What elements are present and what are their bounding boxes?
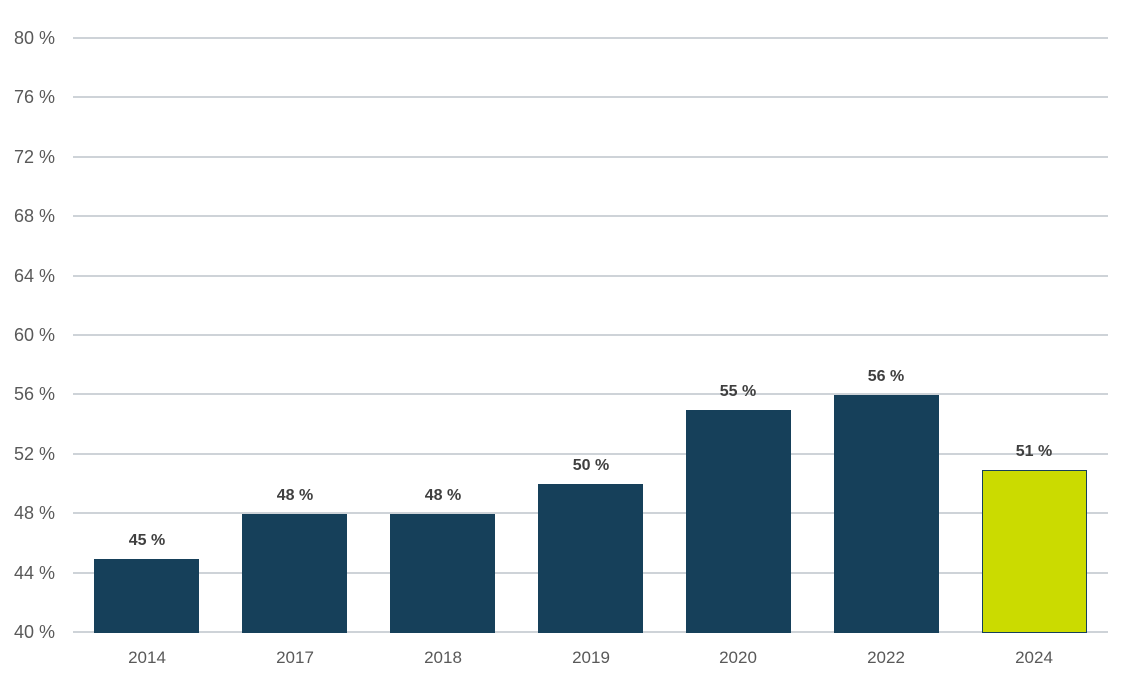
- y-axis-tick-label: 76 %: [14, 87, 56, 108]
- gridline: [73, 452, 1108, 455]
- bar-2019: [538, 484, 643, 633]
- gridline: [73, 215, 1108, 218]
- x-axis-label: 2020: [719, 648, 757, 667]
- y-axis-tick-label: 72 %: [14, 146, 56, 167]
- gridline: [73, 393, 1108, 396]
- bar-2020: [686, 410, 791, 633]
- y-axis-tick-label: 64 %: [14, 265, 56, 286]
- gridline: [73, 334, 1108, 336]
- bar-value-label: 51 %: [1015, 443, 1053, 460]
- bar-2014: [94, 559, 199, 633]
- x-axis-label: 2019: [572, 648, 610, 667]
- y-axis-tick-label: 60 %: [14, 325, 56, 345]
- bar-value-label: 55 %: [719, 383, 757, 400]
- y-axis-tick-label: 48 %: [14, 503, 56, 524]
- y-axis-tick-label: 80 %: [14, 28, 56, 48]
- bar-2024: [982, 470, 1087, 633]
- bar-2018: [390, 514, 495, 633]
- y-axis-tick-label: 68 %: [14, 206, 56, 227]
- bar-2022: [834, 395, 939, 633]
- x-axis-label: 2018: [424, 648, 462, 667]
- bar-value-label: 48 %: [276, 487, 314, 504]
- x-axis-label: 2022: [867, 648, 905, 667]
- bar-2017: [242, 514, 347, 633]
- y-axis-tick-label: 44 %: [14, 562, 56, 583]
- gridline: [73, 274, 1108, 277]
- y-axis-tick-label: 52 %: [14, 443, 56, 464]
- x-axis-label: 2024: [1015, 648, 1053, 667]
- gridline: [73, 37, 1108, 39]
- bar-value-label: 45 %: [128, 532, 166, 549]
- bar-value-label: 50 %: [572, 457, 610, 474]
- bar-value-label: 48 %: [424, 487, 462, 504]
- x-axis-label: 2017: [276, 648, 314, 667]
- gridline: [73, 96, 1108, 99]
- bar-value-label: 56 %: [867, 368, 905, 385]
- y-axis-tick-label: 56 %: [14, 384, 56, 405]
- y-axis-tick-label: 40 %: [14, 622, 56, 642]
- x-axis-label: 2014: [128, 648, 166, 667]
- gridline: [73, 155, 1108, 158]
